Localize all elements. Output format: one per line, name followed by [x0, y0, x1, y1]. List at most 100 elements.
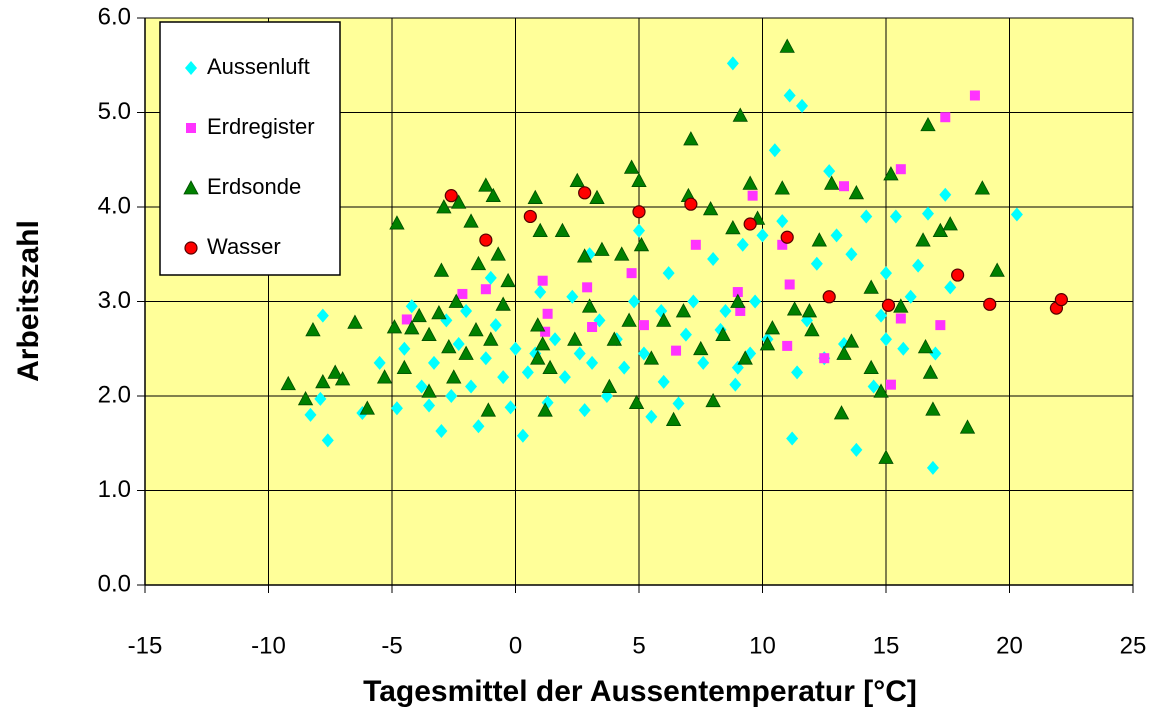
point	[783, 88, 796, 103]
point	[759, 336, 776, 351]
point	[451, 194, 467, 209]
point	[314, 391, 327, 406]
point	[527, 189, 543, 204]
legend-label: Erdregister	[207, 114, 315, 139]
point	[942, 216, 958, 231]
point	[643, 350, 660, 365]
y-tick-label: 5.0	[98, 98, 131, 125]
point	[558, 370, 571, 385]
x-axis-title: Tagesmittel der Aussentemperatur [°C]	[363, 675, 917, 708]
point	[479, 233, 493, 247]
point	[819, 353, 830, 364]
y-axis-title: Arbeitszahl	[12, 220, 45, 382]
x-tick-label: 25	[1120, 632, 1147, 659]
point	[920, 116, 936, 132]
point	[433, 262, 450, 277]
point	[601, 378, 618, 393]
point	[675, 303, 692, 318]
point	[297, 390, 314, 406]
point	[376, 369, 393, 384]
point	[671, 345, 682, 356]
y-tick-label: 4.0	[98, 192, 131, 219]
point	[465, 379, 478, 394]
point	[480, 284, 491, 295]
point	[373, 355, 386, 370]
point	[415, 379, 428, 394]
point	[768, 143, 781, 158]
point	[801, 303, 818, 318]
point	[485, 187, 501, 203]
point	[280, 375, 296, 391]
point	[989, 262, 1005, 277]
point	[359, 400, 375, 415]
point	[1054, 293, 1068, 307]
point	[707, 251, 720, 266]
point	[578, 403, 591, 418]
point	[573, 346, 586, 361]
point	[684, 197, 698, 211]
x-tick-label: 20	[996, 632, 1023, 659]
point	[784, 279, 795, 290]
legend-label: Aussenluft	[207, 54, 310, 79]
point	[628, 294, 641, 309]
point	[304, 407, 317, 422]
point	[554, 222, 571, 238]
x-tick-label: 0	[509, 632, 522, 659]
point	[822, 290, 836, 304]
point	[687, 294, 700, 309]
point	[582, 282, 593, 293]
point	[614, 246, 630, 261]
point	[490, 246, 506, 261]
point	[880, 266, 892, 281]
legend-marker	[186, 123, 196, 133]
point	[983, 297, 997, 311]
point	[764, 320, 781, 335]
point	[656, 312, 672, 327]
point	[917, 339, 934, 354]
y-tick-label: 1.0	[98, 476, 131, 503]
point	[889, 209, 902, 224]
x-tick-label: 5	[632, 632, 645, 659]
point	[463, 213, 479, 228]
point	[316, 308, 329, 323]
point	[951, 268, 965, 282]
point	[850, 442, 863, 457]
point	[719, 303, 732, 318]
point	[576, 248, 593, 263]
point	[875, 308, 888, 323]
point	[786, 301, 803, 316]
point	[500, 272, 516, 288]
point	[431, 304, 447, 320]
point	[672, 396, 685, 411]
point	[959, 419, 976, 434]
point	[534, 285, 547, 300]
x-tick-label: -15	[128, 632, 163, 659]
point	[823, 164, 836, 179]
point	[804, 322, 820, 337]
point	[729, 377, 742, 392]
point	[756, 228, 769, 243]
point	[405, 299, 418, 314]
point	[633, 236, 650, 252]
point	[969, 90, 980, 101]
point	[452, 337, 465, 352]
point	[441, 339, 457, 354]
point	[401, 314, 412, 325]
point	[396, 359, 413, 375]
point	[321, 433, 334, 448]
x-tick-label: -10	[251, 632, 286, 659]
point	[637, 346, 650, 361]
point	[782, 340, 793, 351]
x-tick-label: 15	[873, 632, 900, 659]
point	[839, 181, 850, 192]
point	[776, 214, 789, 229]
point	[749, 294, 762, 309]
point	[867, 379, 880, 394]
point	[725, 219, 741, 235]
point	[1010, 207, 1023, 222]
point	[532, 222, 548, 238]
point	[389, 215, 405, 230]
point	[823, 175, 840, 190]
point	[915, 232, 931, 247]
point	[504, 400, 517, 415]
